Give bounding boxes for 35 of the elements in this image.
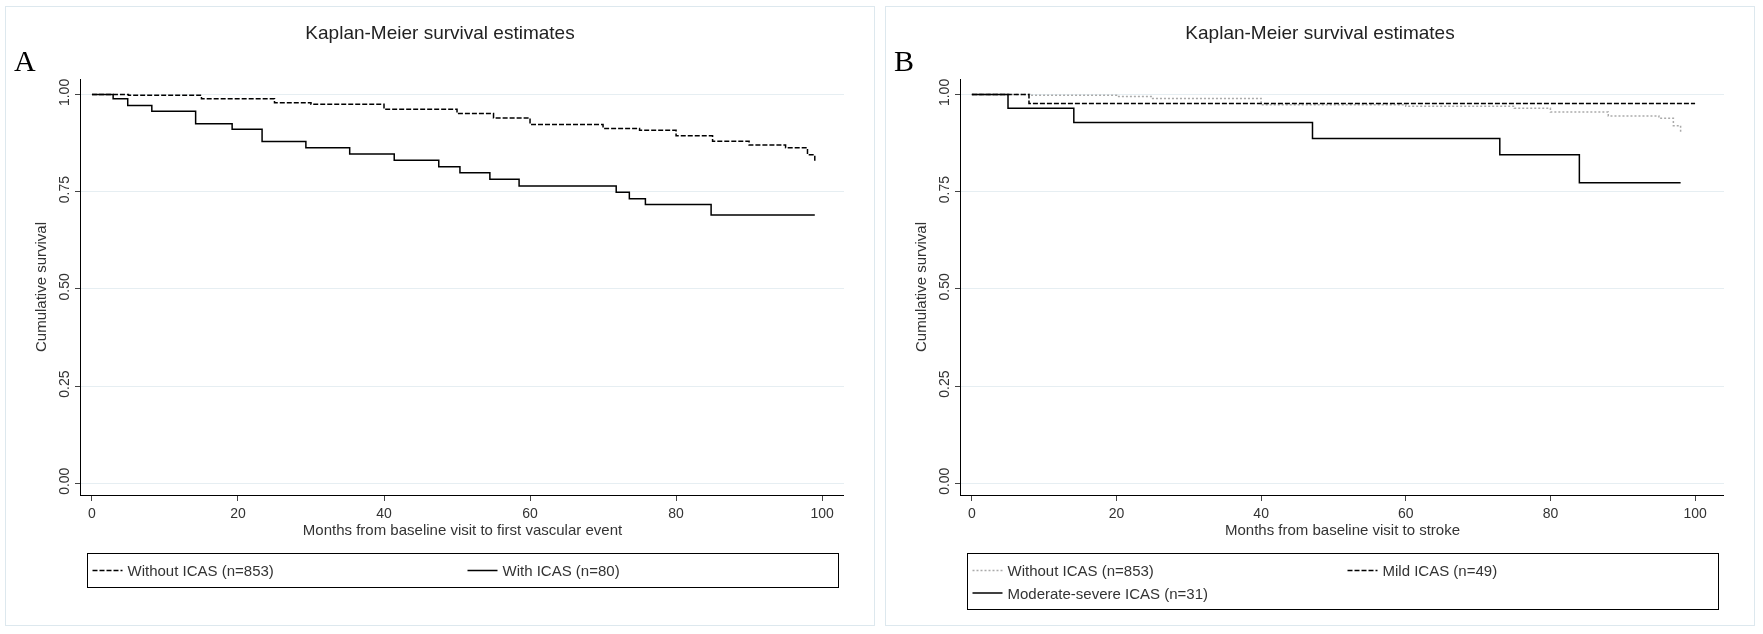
x-axis-title: Months from baseline visit to stroke <box>1224 520 1461 538</box>
y-tick-label: 1.00 <box>56 78 73 107</box>
x-tick-label: 40 <box>1253 504 1270 521</box>
text: A <box>14 44 36 77</box>
x-tick-label: 40 <box>376 504 393 521</box>
x-tick-label: 80 <box>1542 504 1559 521</box>
x-tick-label: 20 <box>230 504 246 521</box>
x-tick-label: 60 <box>1397 504 1414 521</box>
y-tick-label: 0.25 <box>936 370 953 398</box>
y-tick-label: 0.25 <box>56 370 73 398</box>
y-tick-label: 0.75 <box>56 175 73 204</box>
x-tick-label: 100 <box>810 504 834 521</box>
y-tick-label: 0.00 <box>936 467 953 495</box>
y-tick-label: 0.00 <box>56 467 73 495</box>
chart-title: Kaplan-Meier survival estimates <box>305 21 575 43</box>
legend-label: With ICAS (n=80) <box>502 562 620 580</box>
legend-label: Without ICAS (n=853) <box>1007 562 1154 580</box>
x-tick-label: 80 <box>668 504 685 521</box>
x-tick-label: 0 <box>88 504 97 521</box>
x-tick-label: 0 <box>967 504 976 521</box>
y-axis-title: Cumulative survival <box>911 221 929 353</box>
legend-label: Moderate-severe ICAS (n=31) <box>1007 584 1209 602</box>
legend-label: Mild ICAS (n=49) <box>1382 562 1498 580</box>
x-axis-title: Months from baseline visit to first vascular event <box>302 520 623 538</box>
legend-label: Without ICAS (n=853) <box>127 562 274 580</box>
text: B <box>894 44 915 77</box>
y-tick-label: 0.50 <box>936 273 953 301</box>
y-tick-label: 0.50 <box>56 273 73 301</box>
x-tick-label: 20 <box>1108 504 1125 521</box>
x-tick-label: 100 <box>1683 504 1707 521</box>
x-tick-label: 60 <box>522 504 539 521</box>
y-tick-label: 1.00 <box>936 78 953 107</box>
chart-title: Kaplan-Meier survival estimates <box>1185 21 1455 43</box>
y-tick-label: 0.75 <box>936 175 953 204</box>
y-axis-title: Cumulative survival <box>31 221 49 353</box>
